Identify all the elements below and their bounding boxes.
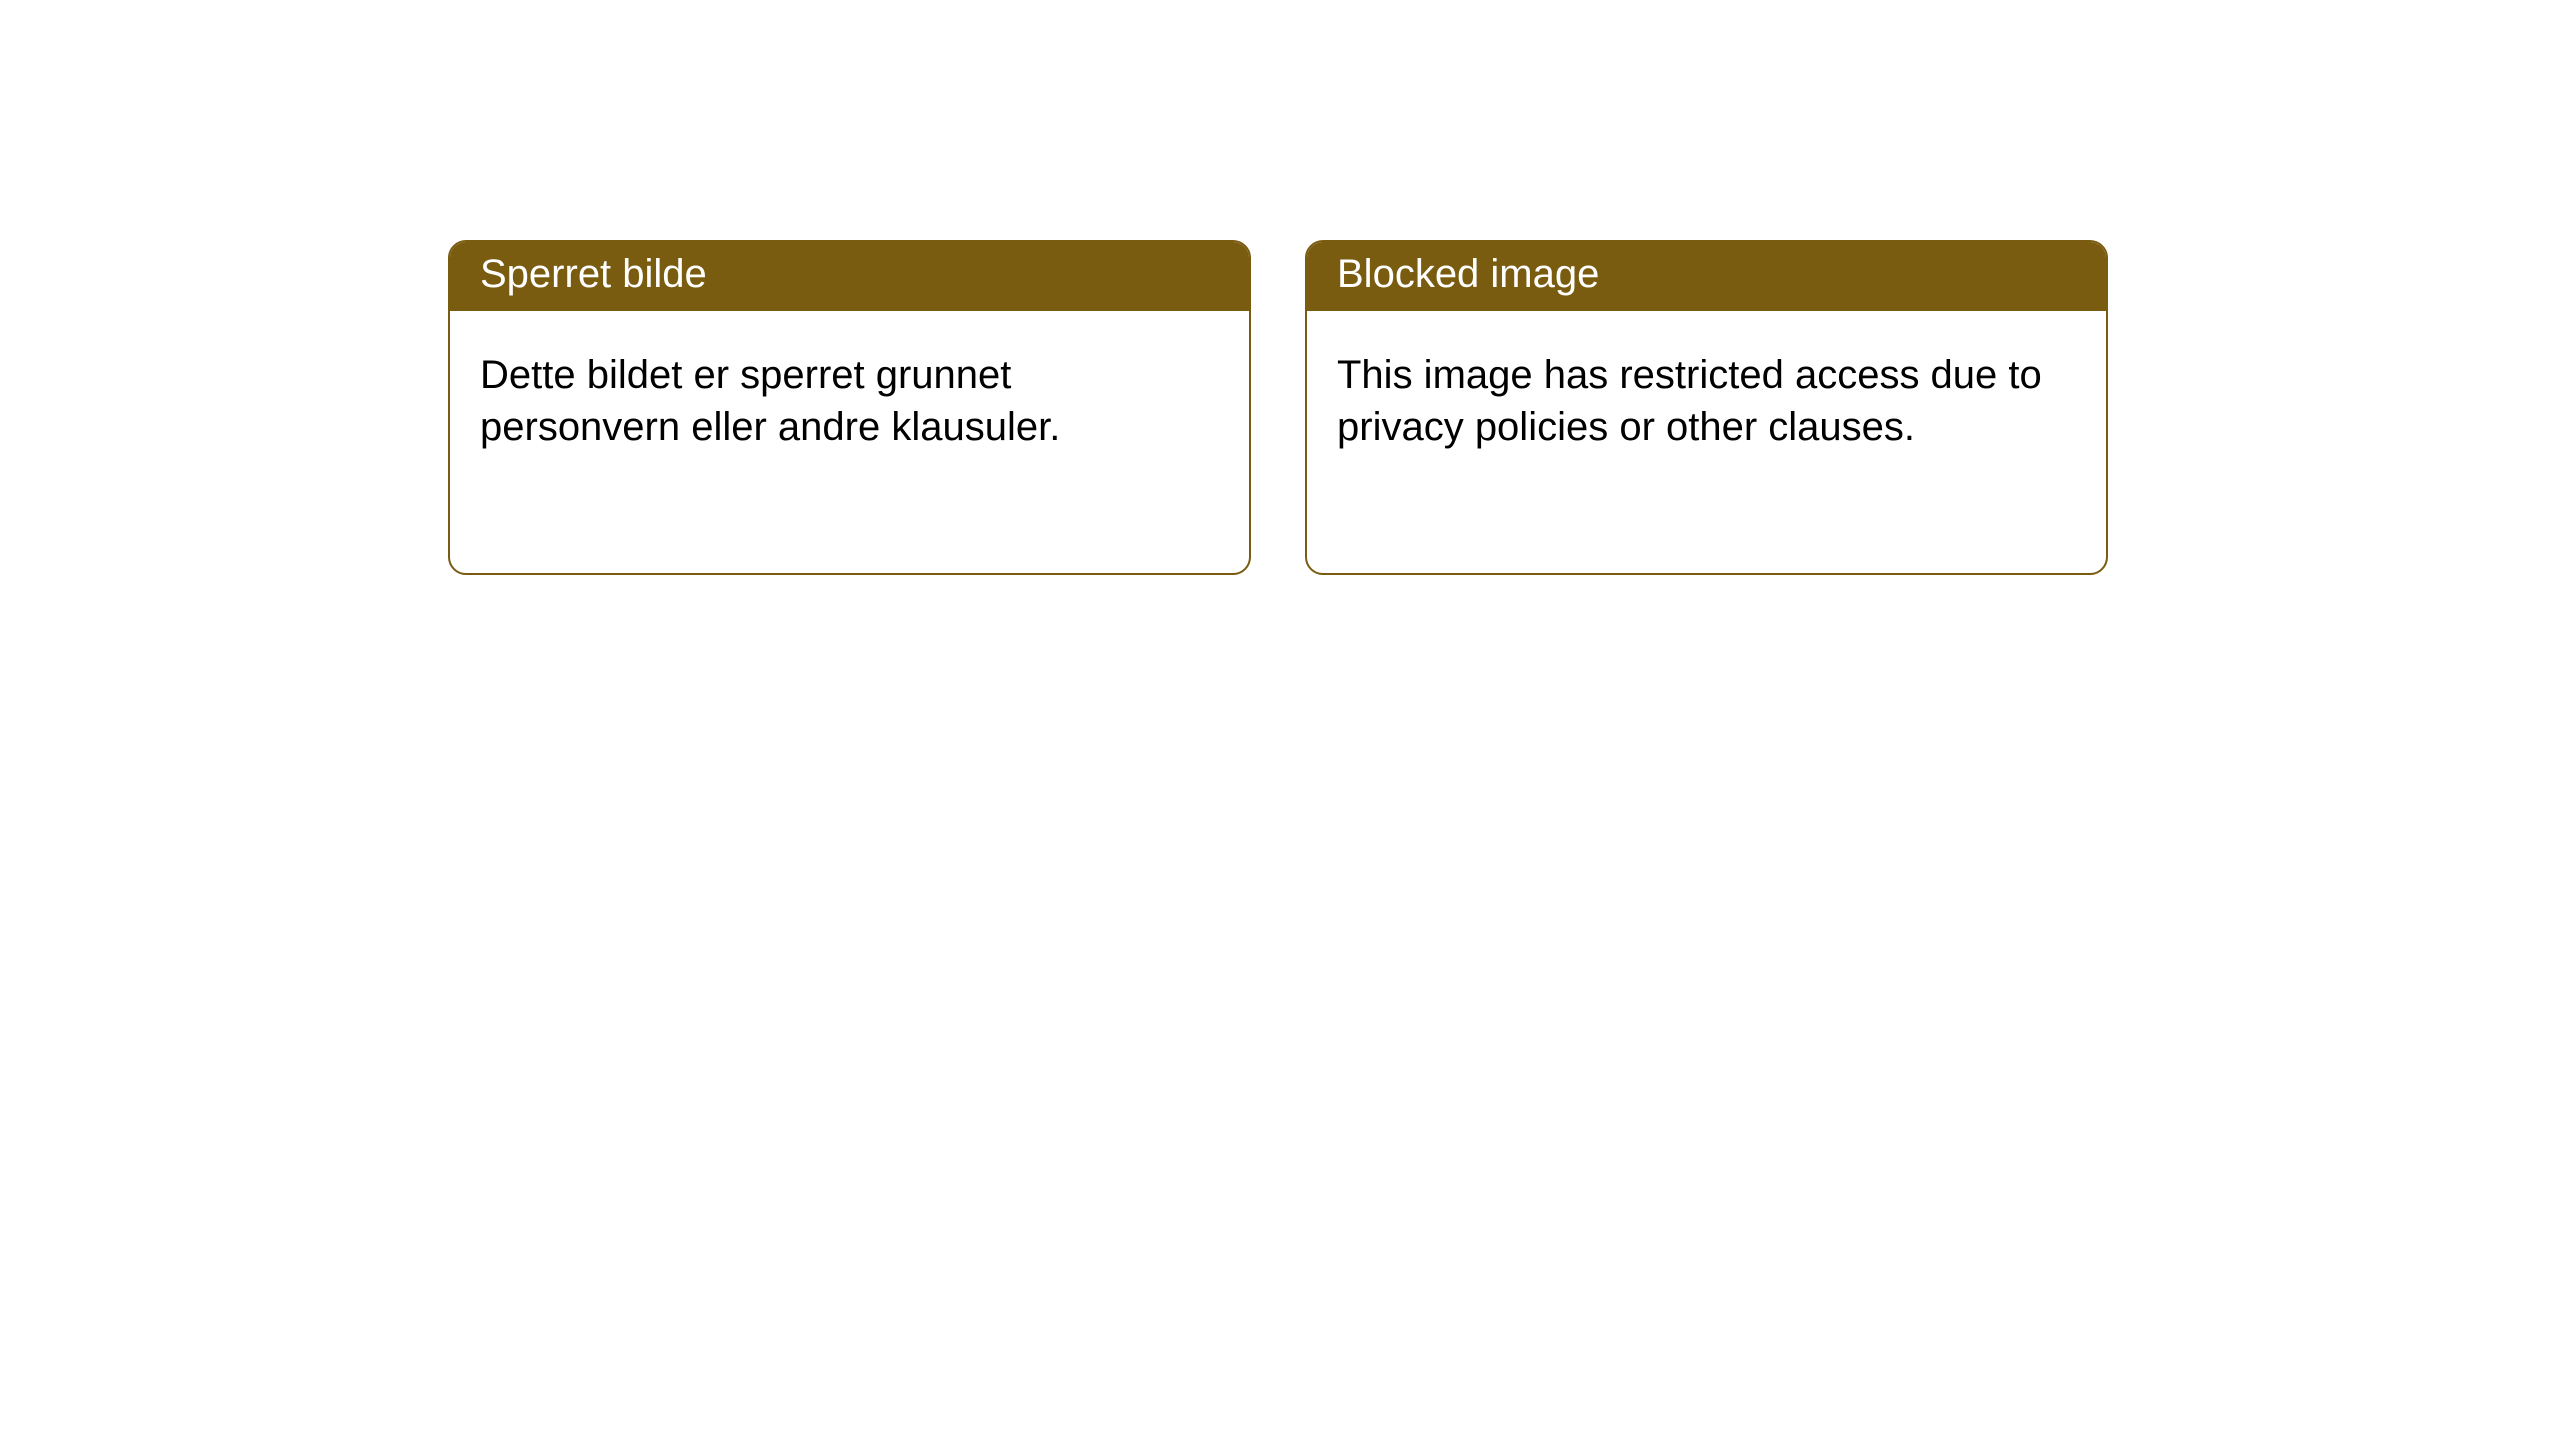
notice-body-text: This image has restricted access due to … <box>1337 353 2042 449</box>
notice-body-text: Dette bildet er sperret grunnet personve… <box>480 353 1060 449</box>
notice-title: Sperret bilde <box>480 252 707 296</box>
notice-container: Sperret bilde Dette bildet er sperret gr… <box>0 0 2560 575</box>
notice-card-norwegian: Sperret bilde Dette bildet er sperret gr… <box>448 240 1251 575</box>
notice-body: This image has restricted access due to … <box>1307 311 2106 483</box>
notice-header: Sperret bilde <box>450 242 1249 311</box>
notice-body: Dette bildet er sperret grunnet personve… <box>450 311 1249 483</box>
notice-card-english: Blocked image This image has restricted … <box>1305 240 2108 575</box>
notice-title: Blocked image <box>1337 252 1599 296</box>
notice-header: Blocked image <box>1307 242 2106 311</box>
